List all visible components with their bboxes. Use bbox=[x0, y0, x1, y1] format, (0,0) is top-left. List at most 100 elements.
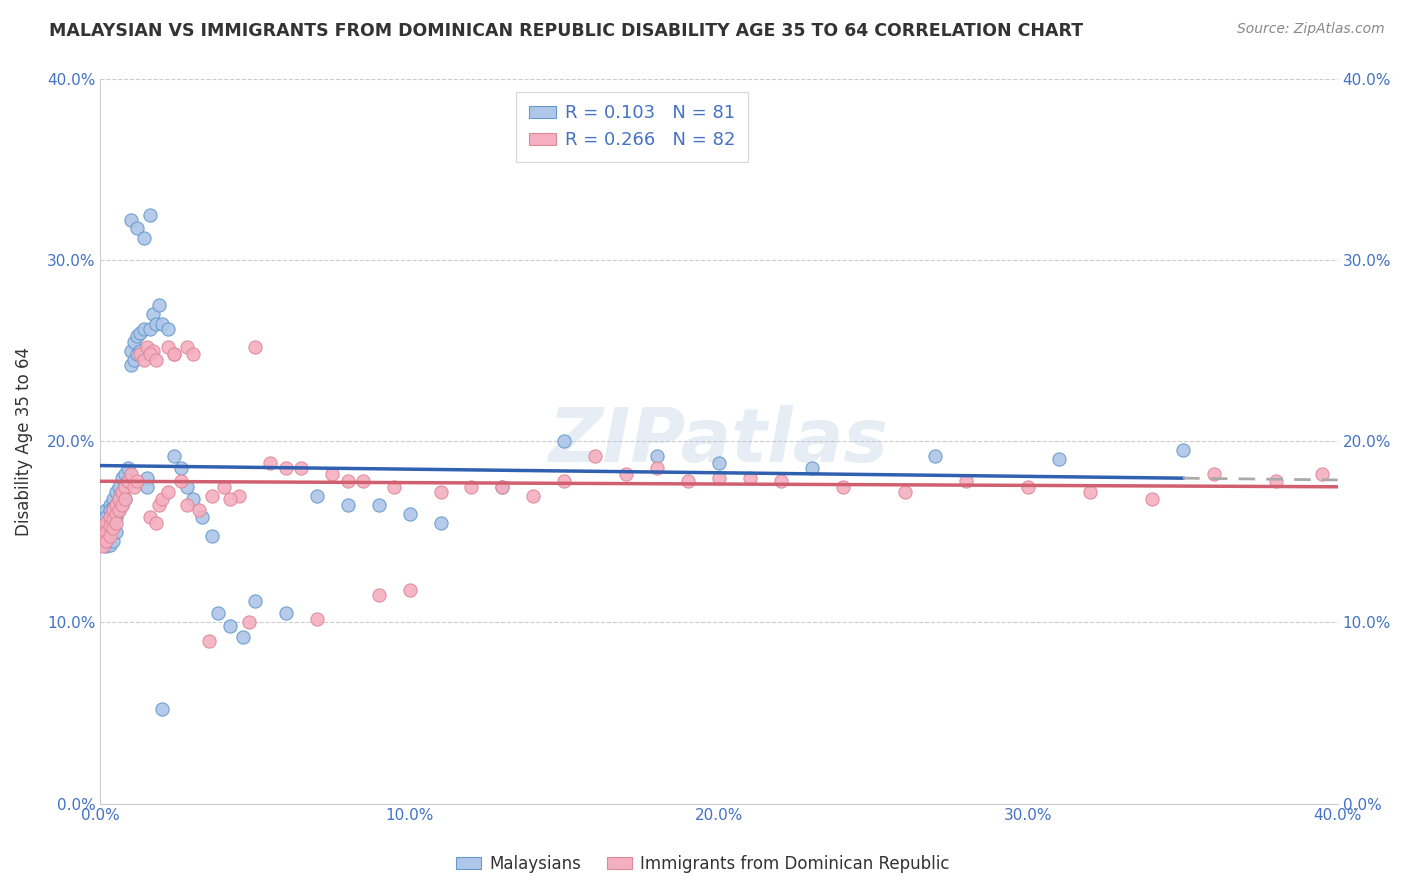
Text: Source: ZipAtlas.com: Source: ZipAtlas.com bbox=[1237, 22, 1385, 37]
Point bbox=[181, 492, 204, 507]
Point bbox=[197, 633, 219, 648]
Point bbox=[1202, 467, 1225, 481]
Point bbox=[139, 510, 162, 524]
Point bbox=[157, 485, 180, 500]
Point bbox=[305, 612, 328, 626]
Point bbox=[120, 343, 142, 358]
Point bbox=[139, 322, 162, 336]
Point bbox=[101, 533, 124, 548]
Point bbox=[142, 343, 165, 358]
Point bbox=[645, 461, 668, 475]
Point bbox=[232, 630, 254, 644]
Point bbox=[96, 528, 118, 542]
Point bbox=[367, 588, 389, 602]
Point bbox=[201, 489, 224, 503]
Point bbox=[98, 510, 121, 524]
Point bbox=[429, 485, 451, 500]
Point bbox=[1078, 485, 1101, 500]
Point bbox=[738, 470, 761, 484]
Point bbox=[98, 528, 121, 542]
Point bbox=[645, 449, 668, 463]
Point bbox=[98, 528, 121, 542]
Point bbox=[98, 521, 121, 535]
Point bbox=[150, 317, 173, 331]
Point bbox=[207, 607, 229, 621]
Point bbox=[707, 456, 730, 470]
Point bbox=[114, 467, 136, 481]
Point bbox=[96, 533, 118, 548]
Point bbox=[219, 619, 242, 633]
Legend: R = 0.103   N = 81, R = 0.266   N = 82: R = 0.103 N = 81, R = 0.266 N = 82 bbox=[516, 92, 748, 162]
Text: ZIPatlas: ZIPatlas bbox=[548, 405, 889, 478]
Point bbox=[117, 474, 139, 488]
Point bbox=[111, 470, 134, 484]
Point bbox=[129, 343, 152, 358]
Point bbox=[491, 480, 513, 494]
Point bbox=[120, 358, 142, 372]
Point bbox=[1017, 480, 1039, 494]
Point bbox=[163, 347, 186, 361]
Point bbox=[101, 492, 124, 507]
Point bbox=[893, 485, 915, 500]
Point bbox=[117, 461, 139, 475]
Point bbox=[104, 498, 127, 512]
Point bbox=[176, 340, 198, 354]
Point bbox=[132, 322, 155, 336]
Point bbox=[429, 516, 451, 530]
Point bbox=[104, 485, 127, 500]
Point bbox=[101, 503, 124, 517]
Point bbox=[145, 516, 167, 530]
Point bbox=[108, 480, 131, 494]
Point bbox=[98, 519, 121, 533]
Point bbox=[145, 352, 167, 367]
Point bbox=[1310, 467, 1333, 481]
Point bbox=[104, 524, 127, 539]
Point bbox=[111, 485, 134, 500]
Point bbox=[614, 467, 637, 481]
Point bbox=[96, 516, 118, 530]
Point bbox=[352, 474, 374, 488]
Point bbox=[120, 213, 142, 227]
Point bbox=[800, 461, 823, 475]
Point bbox=[129, 347, 152, 361]
Point bbox=[93, 516, 115, 530]
Point bbox=[142, 308, 165, 322]
Point bbox=[98, 510, 121, 524]
Point bbox=[181, 347, 204, 361]
Point bbox=[139, 208, 162, 222]
Point bbox=[170, 461, 193, 475]
Point bbox=[460, 480, 482, 494]
Point bbox=[98, 503, 121, 517]
Point bbox=[150, 492, 173, 507]
Point bbox=[93, 528, 115, 542]
Point bbox=[491, 480, 513, 494]
Point bbox=[176, 480, 198, 494]
Point bbox=[305, 489, 328, 503]
Point bbox=[553, 474, 575, 488]
Point bbox=[101, 521, 124, 535]
Point bbox=[98, 498, 121, 512]
Point bbox=[135, 480, 157, 494]
Point bbox=[135, 340, 157, 354]
Point bbox=[157, 322, 180, 336]
Point bbox=[259, 456, 281, 470]
Point bbox=[114, 480, 136, 494]
Point bbox=[132, 352, 155, 367]
Point bbox=[124, 352, 146, 367]
Point bbox=[124, 480, 146, 494]
Point bbox=[108, 503, 131, 517]
Point bbox=[124, 334, 146, 349]
Point bbox=[707, 470, 730, 484]
Point bbox=[127, 220, 149, 235]
Point bbox=[114, 492, 136, 507]
Point bbox=[583, 449, 606, 463]
Point bbox=[228, 489, 250, 503]
Point bbox=[321, 467, 343, 481]
Point bbox=[139, 347, 162, 361]
Point bbox=[170, 474, 193, 488]
Point bbox=[831, 480, 853, 494]
Point bbox=[104, 507, 127, 521]
Point bbox=[367, 498, 389, 512]
Point bbox=[336, 498, 359, 512]
Point bbox=[108, 503, 131, 517]
